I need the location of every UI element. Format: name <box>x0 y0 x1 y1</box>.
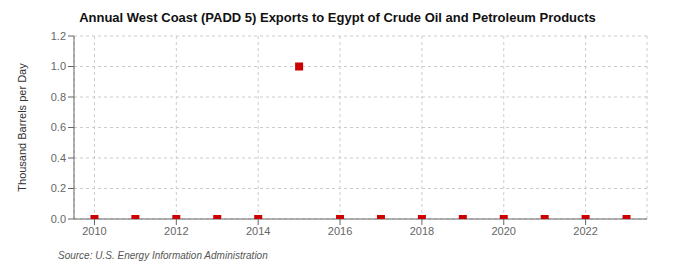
svg-text:Thousand Barrels per Day: Thousand Barrels per Day <box>16 63 28 192</box>
svg-text:2016: 2016 <box>328 225 352 237</box>
svg-text:0.4: 0.4 <box>51 152 66 164</box>
svg-text:0.6: 0.6 <box>51 121 66 133</box>
svg-text:1.2: 1.2 <box>51 30 66 42</box>
svg-text:0.2: 0.2 <box>51 182 66 194</box>
svg-text:2020: 2020 <box>492 225 516 237</box>
html-text:Annual West Coast (PADD 5) Exp: Annual West Coast (PADD 5) Exports to Eg… <box>79 10 596 25</box>
svg-text:2018: 2018 <box>410 225 434 237</box>
html-text:Source: U.S. Energy Informatio: Source: U.S. Energy Information Administ… <box>58 250 268 261</box>
svg-text:1.0: 1.0 <box>51 60 66 72</box>
svg-text:0.0: 0.0 <box>51 213 66 225</box>
svg-text:2012: 2012 <box>164 225 188 237</box>
svg-text:0.8: 0.8 <box>51 91 66 103</box>
svg-text:2010: 2010 <box>82 225 106 237</box>
svg-text:2022: 2022 <box>573 225 597 237</box>
svg-text:2014: 2014 <box>246 225 270 237</box>
